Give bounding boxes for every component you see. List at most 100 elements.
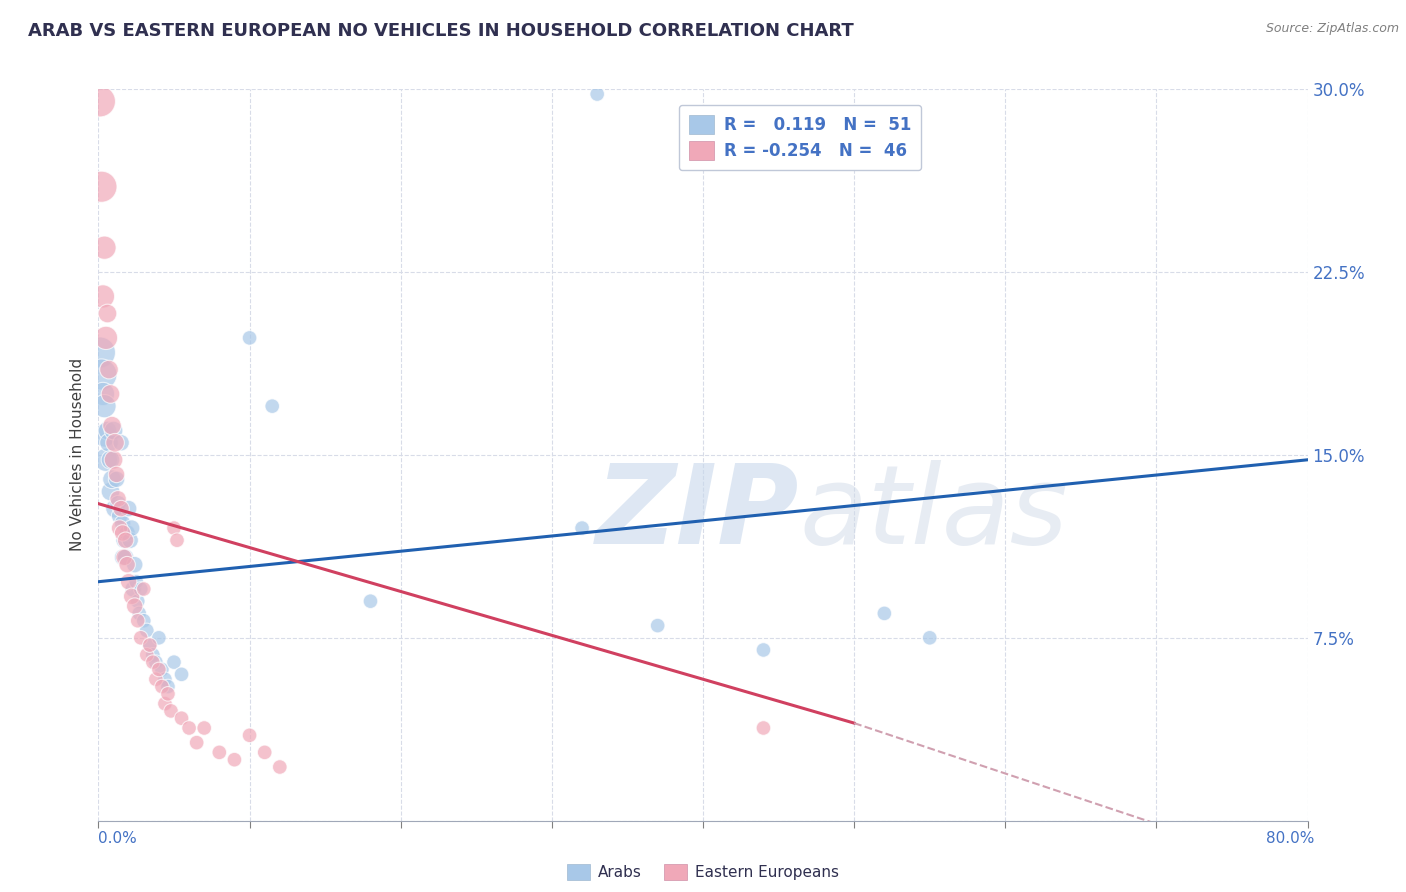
Text: atlas: atlas: [800, 460, 1069, 567]
Point: [752, 721, 775, 735]
Point: [752, 643, 775, 657]
Point: [129, 631, 152, 645]
Point: [115, 558, 138, 572]
Y-axis label: No Vehicles in Household: No Vehicles in Household: [70, 359, 86, 551]
Point: [239, 331, 262, 345]
Point: [115, 525, 138, 540]
Point: [253, 745, 276, 759]
Point: [91, 387, 114, 401]
Point: [120, 533, 142, 548]
Point: [93, 241, 115, 255]
Point: [98, 435, 121, 450]
Point: [112, 533, 135, 548]
Point: [104, 501, 127, 516]
Point: [128, 607, 150, 621]
Point: [122, 582, 145, 596]
Point: [360, 594, 382, 608]
Point: [132, 582, 155, 596]
Text: 80.0%: 80.0%: [1267, 831, 1315, 846]
Point: [118, 501, 141, 516]
Point: [89, 95, 111, 109]
Point: [145, 655, 167, 669]
Point: [150, 663, 173, 677]
Point: [104, 435, 127, 450]
Point: [93, 399, 115, 413]
Point: [150, 680, 173, 694]
Point: [108, 521, 131, 535]
Point: [124, 599, 146, 613]
Point: [111, 525, 134, 540]
Point: [121, 590, 143, 604]
Point: [101, 472, 124, 486]
Point: [170, 667, 193, 681]
Point: [94, 331, 117, 345]
Point: [153, 672, 176, 686]
Point: [108, 508, 131, 523]
Point: [94, 452, 117, 467]
Point: [142, 655, 165, 669]
Point: [125, 574, 148, 589]
Point: [100, 484, 122, 499]
Point: [93, 428, 115, 442]
Text: ZIP: ZIP: [596, 460, 800, 567]
Point: [114, 533, 136, 548]
Point: [873, 607, 896, 621]
Point: [114, 550, 136, 565]
Point: [96, 306, 118, 320]
Point: [112, 550, 135, 565]
Point: [142, 648, 165, 662]
Point: [163, 521, 186, 535]
Point: [101, 418, 124, 433]
Point: [269, 760, 291, 774]
Point: [179, 721, 201, 735]
Point: [170, 711, 193, 725]
Point: [186, 736, 208, 750]
Point: [127, 614, 149, 628]
Point: [107, 491, 129, 506]
Point: [571, 521, 593, 535]
Point: [918, 631, 941, 645]
Point: [96, 424, 118, 438]
Point: [89, 345, 111, 359]
Point: [160, 704, 183, 718]
Point: [121, 521, 143, 535]
Point: [98, 362, 121, 376]
Point: [224, 753, 246, 767]
Point: [100, 452, 122, 467]
Point: [135, 624, 157, 638]
Point: [148, 631, 170, 645]
Point: [148, 663, 170, 677]
Point: [110, 501, 132, 516]
Point: [90, 179, 112, 194]
Text: 0.0%: 0.0%: [98, 831, 138, 846]
Point: [163, 655, 186, 669]
Point: [124, 558, 146, 572]
Point: [103, 424, 125, 438]
Point: [105, 467, 128, 482]
Point: [111, 550, 134, 565]
Point: [129, 582, 152, 596]
Text: Source: ZipAtlas.com: Source: ZipAtlas.com: [1265, 22, 1399, 36]
Point: [110, 435, 132, 450]
Point: [166, 533, 188, 548]
Point: [239, 728, 262, 742]
Point: [647, 618, 669, 632]
Point: [107, 497, 129, 511]
Point: [118, 574, 141, 589]
Point: [111, 516, 134, 531]
Point: [90, 368, 112, 382]
Point: [127, 594, 149, 608]
Point: [208, 745, 231, 759]
Point: [139, 638, 162, 652]
Point: [145, 672, 167, 686]
Point: [153, 697, 176, 711]
Point: [135, 648, 157, 662]
Point: [103, 452, 125, 467]
Point: [193, 721, 215, 735]
Text: ARAB VS EASTERN EUROPEAN NO VEHICLES IN HOUSEHOLD CORRELATION CHART: ARAB VS EASTERN EUROPEAN NO VEHICLES IN …: [28, 22, 853, 40]
Point: [262, 399, 284, 413]
Point: [586, 87, 609, 101]
Point: [139, 638, 162, 652]
Point: [156, 680, 179, 694]
Point: [100, 387, 122, 401]
